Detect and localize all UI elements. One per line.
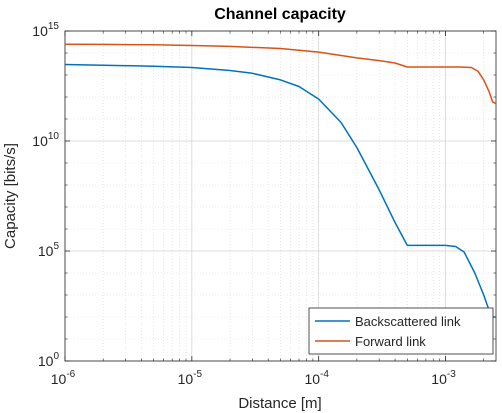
axis-ticks — [64, 30, 496, 362]
minor-grid — [65, 31, 496, 361]
x-tick-label: 10-3 — [431, 369, 456, 387]
x-tick-labels: 10-6 10-5 10-4 10-3 — [51, 369, 456, 387]
legend-label-forward-link: Forward link — [355, 334, 426, 349]
series-lines — [64, 43, 497, 318]
y-tick-label: 1015 — [32, 21, 59, 39]
y-tick-label: 100 — [38, 351, 60, 369]
x-axis-label: Distance [m] — [238, 395, 321, 412]
x-tick-label: 10-5 — [178, 369, 203, 387]
y-axis-label: Capacity [bits/s] — [2, 143, 19, 249]
series-line-forward-link — [64, 43, 497, 105]
chart-title: Channel capacity — [214, 6, 346, 23]
y-tick-label: 1010 — [32, 131, 59, 149]
y-tick-label: 105 — [38, 241, 60, 259]
legend-box — [308, 307, 494, 355]
x-tick-label: 10-4 — [304, 369, 329, 387]
legend-label-backscattered-link: Backscattered link — [355, 314, 461, 329]
x-tick-label: 10-6 — [51, 369, 76, 387]
series-line-backscattered-link — [64, 63, 496, 318]
y-tick-labels: 100 105 1010 1015 — [32, 21, 59, 369]
legend: Backscattered link Forward link — [308, 307, 494, 355]
